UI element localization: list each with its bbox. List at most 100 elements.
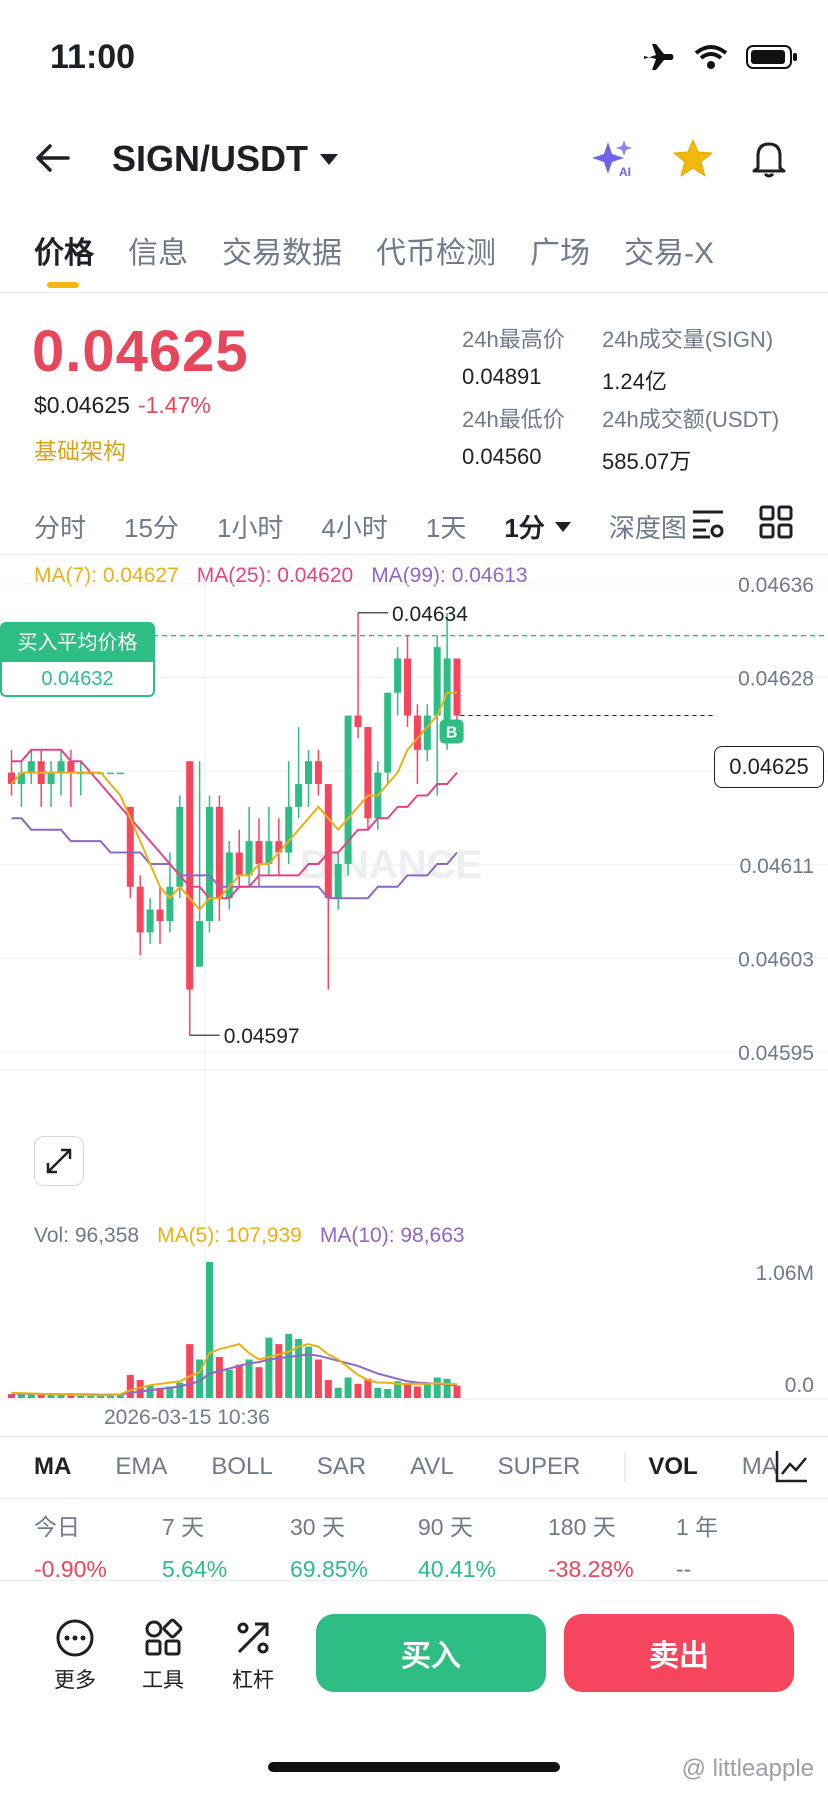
candle-body [423,715,431,750]
ai-sparkle-icon[interactable]: AI [592,138,636,178]
interval-1d[interactable]: 1天 [425,513,467,543]
tab-trade-data[interactable]: 交易数据 [222,237,342,270]
interval-1m-dropdown[interactable]: 1分 [504,508,571,545]
indicator-boll[interactable]: BOLL [211,1453,273,1480]
interval-15m[interactable]: 15分 [124,513,179,543]
vol-ma10-line [11,1353,458,1396]
volume-bar [364,1378,372,1398]
volume-bar [334,1387,342,1398]
candle-body [265,841,273,864]
back-arrow-icon[interactable] [32,138,72,178]
candle-body [47,772,55,785]
indicator-vol[interactable]: VOL [648,1453,698,1480]
home-indicator[interactable] [268,1762,560,1772]
indicator-chart-icon[interactable] [774,1448,810,1484]
divider [0,1498,828,1499]
interval-4h[interactable]: 4小时 [321,513,388,543]
bell-icon[interactable] [750,138,788,178]
volume-bar [305,1346,312,1398]
avg-buy-price-title: 买入平均价格 [2,624,153,662]
tab-trade-x[interactable]: 交易-X [624,237,714,270]
tab-price[interactable]: 价格 [34,237,94,270]
low-marker-label: 0.04597 [224,1025,300,1048]
tab-info[interactable]: 信息 [128,237,188,270]
candle-body [8,772,15,785]
ma7-value: MA(7): 0.04627 [34,564,179,587]
grid-layout-icon[interactable] [758,504,794,540]
tab-token-check[interactable]: 代币检测 [376,237,496,270]
divider [0,554,828,555]
stat-volume: 24h成交量(SIGN) 1.24亿 [602,327,774,394]
expand-icon [46,1148,72,1174]
battery-icon [746,45,797,69]
volume-bar [285,1333,293,1398]
candle-body [136,886,144,933]
candle-body [295,784,303,807]
sell-button[interactable]: 卖出 [564,1614,794,1692]
volume-bar [77,1395,85,1398]
volume-bar [413,1386,421,1398]
buy-marker-badge[interactable] [439,719,464,744]
indicator-sar[interactable]: SAR [316,1453,367,1480]
vol-ma10-value: MA(10): 98,663 [319,1224,465,1247]
volume-bar [87,1395,95,1398]
pair-selector[interactable]: SIGN/USDT [112,138,339,180]
volume-bar [324,1380,332,1398]
tools-button[interactable]: 工具 [142,1618,184,1694]
sector-tag[interactable]: 基础架构 [34,438,126,464]
tab-square[interactable]: 广场 [530,237,590,270]
indicator-ma[interactable]: MA [34,1453,72,1480]
indicator-ema[interactable]: EMA [115,1453,168,1480]
volume-bar [344,1377,352,1398]
candle-body [176,806,184,887]
indicator-avl[interactable]: AVL [410,1453,454,1480]
interval-selector: 分时 15分 1小时 4小时 1天 1分 深度图 [34,508,824,545]
ma7-line [10,691,457,912]
vol-ma5-value: MA(5): 107,939 [157,1224,302,1247]
divider [0,292,828,293]
candle-body [433,647,441,716]
volume-bar [423,1382,431,1398]
volume-bar [245,1359,253,1398]
candle-body [146,909,154,933]
chart-settings-icon[interactable] [690,506,726,542]
candle-body [196,921,204,967]
status-icons [642,42,798,72]
volume-bar [453,1385,461,1398]
volume-bar [27,1393,35,1398]
depth-chart-tab[interactable]: 深度图 [608,513,687,543]
volume-bar [37,1394,45,1398]
stat-amount: 24h成交额(USDT) 585.07万 [602,407,780,474]
ma99-line [11,817,458,900]
perf-180d: 180 天 -38.28% [548,1514,634,1582]
volume-bar [116,1395,124,1398]
volume-bar [275,1344,283,1398]
candle-body [225,852,233,899]
candle-body [344,715,352,864]
ma25-value: MA(25): 0.04620 [196,564,354,587]
interval-line[interactable]: 分时 [34,513,87,543]
price-change: -1.47% [137,392,211,418]
buy-button[interactable]: 买入 [316,1614,546,1692]
leverage-button[interactable]: 杠杆 [232,1618,274,1694]
volume-bar [374,1387,382,1398]
favorite-star-icon[interactable] [672,138,714,178]
airplane-icon [644,44,674,70]
more-button[interactable]: 更多 [54,1618,96,1694]
indicator-ma-secondary[interactable]: MA [741,1453,778,1480]
chevron-down-icon [320,153,339,165]
price-usd: $0.04625 [34,392,130,418]
candle-body [275,841,283,853]
high-marker-label: 0.04634 [392,603,468,626]
fullscreen-button[interactable] [34,1136,84,1186]
buy-marker-label: B [446,725,458,742]
avg-buy-price-badge[interactable]: 买入平均价格 0.04632 [0,622,155,697]
indicator-super[interactable]: SUPER [497,1453,581,1480]
price-axis-tick: 0.04636 [738,574,814,597]
interval-1h[interactable]: 1小时 [216,513,284,543]
candle-body [324,784,332,899]
stat-high: 24h最高价 0.04891 [462,327,565,389]
volume-bar [255,1367,263,1398]
candle-body [166,886,174,922]
volume-bar [146,1385,154,1398]
